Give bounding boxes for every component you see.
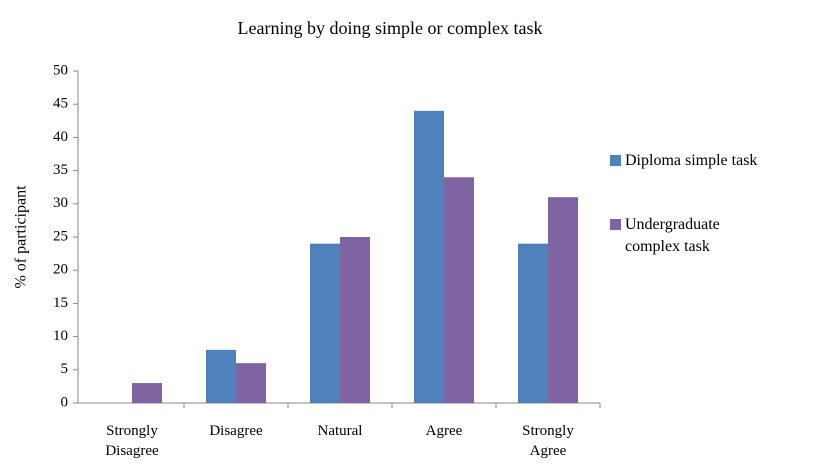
x-tick-label: Agree xyxy=(425,423,463,439)
bar xyxy=(548,197,578,403)
y-tick-label: 30 xyxy=(53,195,68,211)
bar xyxy=(444,177,474,403)
y-tick-label: 50 xyxy=(53,62,68,78)
y-axis-label: % of participant xyxy=(13,185,30,289)
y-tick-label: 15 xyxy=(53,295,68,311)
legend-swatch xyxy=(610,155,621,166)
y-tick-label: 20 xyxy=(53,262,68,278)
y-tick-label: 40 xyxy=(53,129,68,145)
legend-label: Undergraduate complex task xyxy=(625,216,720,255)
y-tick-label: 25 xyxy=(53,228,68,244)
y-tick-label: 5 xyxy=(61,361,69,377)
bar xyxy=(414,110,444,403)
legend-label: Diploma simple task xyxy=(625,152,758,169)
bar xyxy=(206,349,236,403)
x-tick-label: Strongly Agree xyxy=(522,423,574,459)
y-tick-label: 45 xyxy=(53,96,68,112)
legend-swatch xyxy=(610,219,621,230)
y-tick-label: 0 xyxy=(61,394,69,410)
chart-title: Learning by doing simple or complex task xyxy=(238,18,543,38)
y-tick-label: 35 xyxy=(53,162,68,178)
bar xyxy=(518,243,548,403)
x-tick-label: Natural xyxy=(317,423,363,439)
bar xyxy=(132,383,162,403)
x-tick-label: Strongly Disagree xyxy=(105,423,159,459)
y-tick-label: 10 xyxy=(53,328,68,344)
bar xyxy=(310,243,340,403)
x-tick-label: Disagree xyxy=(209,423,263,439)
bar xyxy=(340,237,370,403)
bar xyxy=(236,363,266,403)
